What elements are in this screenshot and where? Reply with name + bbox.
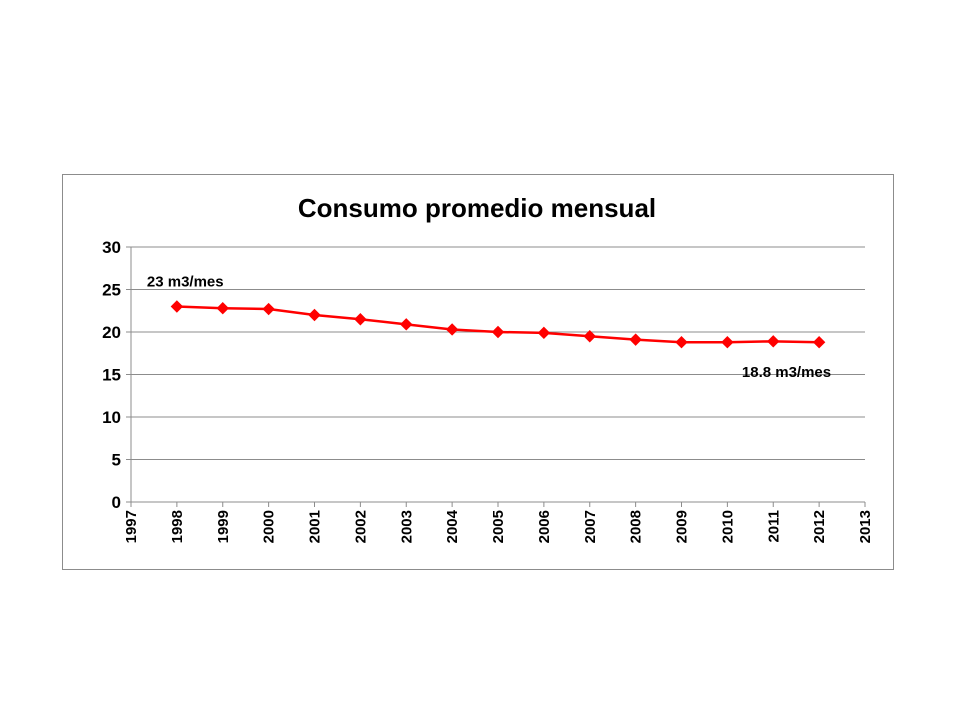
y-tick-label: 0 (112, 493, 121, 512)
x-tick-label: 2011 (765, 510, 782, 543)
gridlines (131, 246, 865, 460)
data-point (491, 325, 505, 339)
x-tick-label: 2004 (444, 509, 461, 543)
annotations: 23 m3/mes 18.8 m3/mes (147, 274, 831, 382)
data-point (400, 318, 413, 331)
x-tick-label: 2006 (536, 510, 553, 543)
data-point (445, 323, 459, 336)
data-label: 23 m3/mes (147, 274, 224, 291)
x-tick-label: 1999 (215, 510, 232, 543)
data-point (216, 301, 229, 315)
axes (126, 246, 866, 507)
x-tick-label: 2012 (811, 510, 828, 543)
y-tick-label: 25 (102, 281, 121, 300)
data-point (583, 330, 596, 343)
y-tick-label: 30 (102, 238, 121, 257)
x-tick-label: 2001 (307, 510, 324, 543)
x-tick-label: 2002 (352, 510, 369, 543)
x-tick-label: 1998 (169, 510, 186, 543)
series (170, 300, 826, 349)
y-tick-label: 15 (102, 366, 121, 385)
x-tick-label: 2000 (261, 510, 278, 543)
data-label: 18.8 m3/mes (742, 364, 831, 381)
y-tick-label: 10 (102, 408, 121, 427)
data-point (675, 335, 688, 349)
y-tick-label: 20 (102, 323, 121, 342)
line-chart: Consumo promedio mensual 0 5 10 15 20 25 30 19… (102, 193, 874, 543)
x-tick-label: 2008 (628, 510, 645, 543)
x-tick-label: 2013 (857, 510, 874, 543)
data-point (354, 313, 367, 326)
y-tick-labels: 0 5 10 15 20 25 30 (102, 238, 121, 512)
x-tick-label: 2009 (674, 510, 691, 543)
x-tick-label: 2003 (398, 510, 415, 543)
x-tick-label: 2010 (719, 510, 736, 543)
x-tick-label: 1997 (123, 510, 140, 543)
data-point (262, 302, 275, 316)
data-point (308, 308, 321, 322)
data-point (767, 335, 780, 348)
data-point (629, 333, 642, 346)
chart-frame: Consumo promedio mensual 0 5 10 15 20 25 30 19… (62, 174, 894, 570)
data-point (721, 335, 734, 349)
data-point (812, 335, 826, 349)
data-point (170, 300, 184, 313)
x-tick-labels: 1997 1998 1999 2000 2001 2002 2003 2004 2005 2006… (123, 509, 874, 543)
x-tick-label: 2005 (490, 510, 507, 543)
x-tick-label: 2007 (582, 510, 599, 543)
chart-title: Consumo promedio mensual (298, 193, 656, 223)
data-point (537, 326, 551, 340)
y-tick-label: 5 (112, 451, 121, 470)
